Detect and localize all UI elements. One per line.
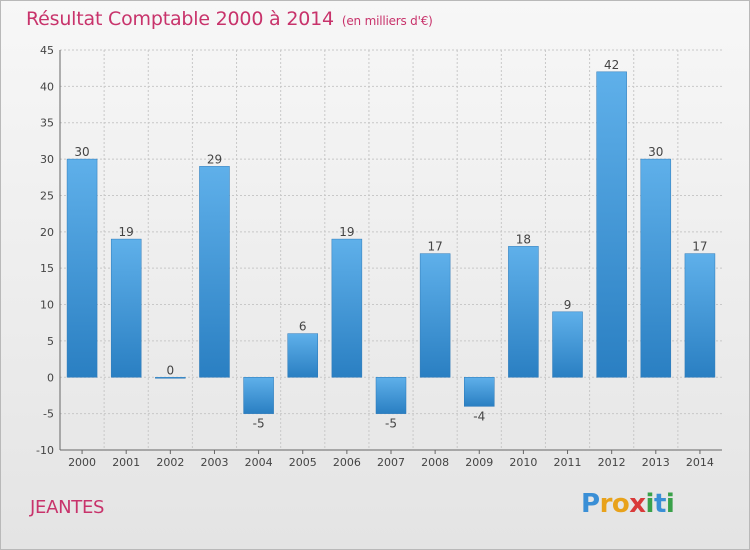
x-tick-label: 2005 xyxy=(289,456,317,469)
data-label: 30 xyxy=(74,145,89,159)
x-tick-label: 2000 xyxy=(68,456,96,469)
bar xyxy=(596,71,627,378)
data-label: 17 xyxy=(427,240,442,254)
bar xyxy=(508,246,539,378)
y-tick-label: 45 xyxy=(40,44,54,57)
bar xyxy=(640,158,672,378)
x-tick-label: 2008 xyxy=(421,456,449,469)
x-tick-label: 2007 xyxy=(377,456,405,469)
proxiti-logo: Proxiti xyxy=(581,489,675,519)
data-label: 9 xyxy=(564,298,572,312)
x-tick-label: 2010 xyxy=(509,456,537,469)
x-tick-label: 2011 xyxy=(554,456,582,469)
logo-letter: r xyxy=(599,489,613,519)
x-tick-label: 2004 xyxy=(245,456,273,469)
data-label: -5 xyxy=(385,417,397,431)
bar xyxy=(66,158,98,378)
y-tick-label: 15 xyxy=(40,262,54,275)
bar xyxy=(199,166,230,378)
x-tick-label: 2003 xyxy=(200,456,228,469)
data-label: 19 xyxy=(339,225,354,239)
x-tick-label: 2002 xyxy=(156,456,184,469)
y-tick-label: 25 xyxy=(40,189,54,202)
logo-letter: x xyxy=(629,489,646,519)
y-tick-label: 20 xyxy=(40,226,54,239)
bar xyxy=(464,377,495,407)
bar xyxy=(243,377,274,414)
grid-lines xyxy=(60,49,722,451)
bar xyxy=(155,377,186,379)
y-tick-label: 30 xyxy=(40,153,54,166)
data-label: 30 xyxy=(648,145,663,159)
data-label: 6 xyxy=(299,320,307,334)
x-tick-label: 2012 xyxy=(598,456,626,469)
bar xyxy=(331,238,363,378)
y-tick-label: -10 xyxy=(36,444,54,457)
bar xyxy=(552,311,583,378)
bar xyxy=(287,333,318,378)
x-tick-label: 2013 xyxy=(642,456,670,469)
x-tick-label: 2006 xyxy=(333,456,361,469)
x-tick-label: 2001 xyxy=(112,456,140,469)
y-tick-label: 5 xyxy=(47,335,54,348)
title-unit: (en milliers d'€) xyxy=(341,14,433,28)
logo-letter: t xyxy=(653,489,666,519)
data-label: 42 xyxy=(604,58,619,72)
bar xyxy=(419,253,451,378)
chart-title: Résultat Comptable 2000 à 2014 (en millie… xyxy=(26,8,433,30)
logo-letter: o xyxy=(611,489,630,519)
data-label: 18 xyxy=(516,232,531,246)
y-tick-label: 35 xyxy=(40,117,54,130)
data-label: -5 xyxy=(253,417,265,431)
y-tick-label: 10 xyxy=(40,299,54,312)
bar xyxy=(684,253,716,378)
title-text: Résultat Comptable 2000 à 2014 xyxy=(26,8,334,30)
logo-letter: i xyxy=(645,489,655,519)
axes xyxy=(59,50,722,454)
bar xyxy=(375,377,407,414)
data-label: 29 xyxy=(207,152,222,166)
labels: -10 -5 0 5 10 15 20 25 30 35 40 45 30 2000 19 2001 0 2002… xyxy=(36,44,714,469)
data-label: 17 xyxy=(692,240,707,254)
logo-letter: i xyxy=(665,489,675,519)
y-tick-label: 40 xyxy=(40,80,54,93)
data-label: 19 xyxy=(119,225,134,239)
data-label: -4 xyxy=(473,409,485,423)
y-tick-label: 0 xyxy=(47,371,54,384)
commune-name: JEANTES xyxy=(30,497,105,518)
x-tick-label: 2014 xyxy=(686,456,714,469)
x-tick-label: 2009 xyxy=(465,456,493,469)
data-label: 0 xyxy=(167,363,175,377)
bars xyxy=(66,71,716,414)
logo-letter: P xyxy=(581,489,600,519)
y-tick-label: -5 xyxy=(43,408,54,421)
bar xyxy=(110,238,142,378)
